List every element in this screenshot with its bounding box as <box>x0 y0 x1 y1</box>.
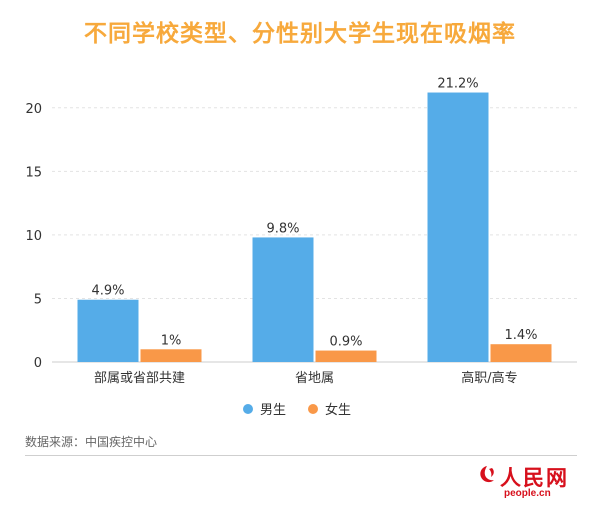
x-tick-label: 部属或省部共建 <box>94 371 185 386</box>
data-source: 数据来源：中国疾控中心 <box>25 435 158 449</box>
data-label: 9.8% <box>266 221 299 236</box>
x-tick-label: 省地属 <box>295 371 334 386</box>
bar <box>77 299 139 362</box>
bar-chart: 0 5 10 15 20 4.9% 1% 部属或省部共建 9.8% 0.9% 省地属 21.2% 1.4… <box>25 77 577 418</box>
bar <box>490 344 552 362</box>
people-cn-logo: 人民网 people.cn <box>476 462 586 504</box>
y-tick-label: 0 <box>34 356 42 371</box>
legend-label: 男生 <box>260 403 286 418</box>
bar <box>252 237 314 362</box>
y-tick-label: 15 <box>25 165 42 180</box>
y-tick-label: 10 <box>25 229 42 244</box>
logo-url: people.cn <box>504 488 551 499</box>
logo-name: 人民网 <box>500 465 569 490</box>
x-tick-label: 高职/高专 <box>461 370 517 386</box>
y-tick-label: 20 <box>25 102 42 117</box>
bar <box>315 350 377 362</box>
data-label: 21.2% <box>437 77 478 92</box>
legend-marker <box>308 404 318 414</box>
footer-divider <box>25 455 577 456</box>
people-cn-logo-icon <box>480 466 494 483</box>
bar <box>140 349 202 362</box>
bar <box>427 92 489 362</box>
data-label: 4.9% <box>91 284 124 299</box>
data-label: 1% <box>161 333 182 348</box>
data-label: 0.9% <box>329 335 362 350</box>
chart-title: 不同学校类型、分性别大学生现在吸烟率 <box>84 21 516 47</box>
legend-marker <box>243 404 253 414</box>
y-tick-label: 5 <box>34 292 42 307</box>
data-label: 1.4% <box>504 328 537 343</box>
legend-label: 女生 <box>325 402 351 418</box>
